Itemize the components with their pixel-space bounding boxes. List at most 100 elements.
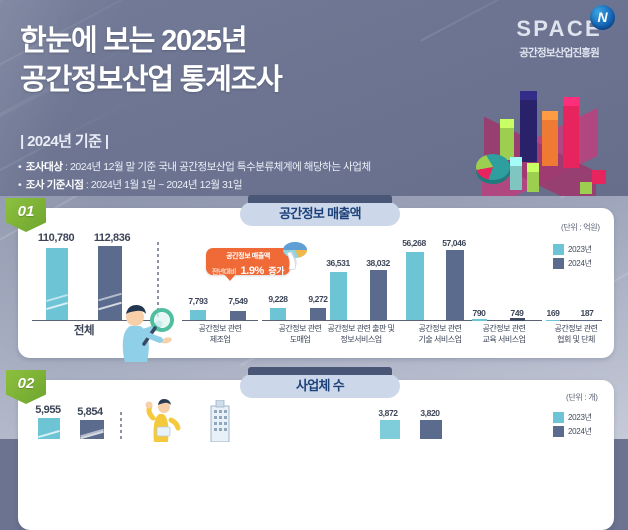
legend-swatch-2023 — [553, 412, 564, 423]
axis-line-cat-4 — [402, 320, 482, 322]
callout-line1: 공간정보 매출액 — [226, 253, 270, 260]
bar-value-cat5-2023: 790 — [472, 308, 486, 318]
bullet-dot-icon: • — [18, 161, 22, 173]
legend-swatch-2023 — [553, 244, 564, 255]
section-title-revenue: 공간정보 매출액 — [240, 195, 400, 226]
legend-label-2023: 2023년 — [568, 245, 592, 254]
category-label-3: 공간정보 관련 출판 및 정보서비스업 — [327, 324, 395, 344]
logo-wordmark-row: SPACE N — [516, 5, 615, 42]
person-illustration — [145, 399, 181, 442]
section-divider — [157, 242, 159, 320]
bar-cat2-2023 — [270, 308, 286, 320]
callout-prefix: 전년대비 — [211, 269, 237, 276]
category-label-5: 공간정보 관련 교육 서비스업 — [482, 324, 526, 344]
legend-establishments: 2023년 2024년 — [553, 412, 592, 440]
page-title: 한눈에 보는 2025년 공간정보산업 통계조사 — [20, 25, 283, 96]
callout-bubble-revenue-growth: 공간정보 매출액 전년대비 1.9% 증가 — [206, 248, 290, 281]
bar-total-2023 — [46, 248, 68, 320]
bar-cat6-2023 — [546, 319, 560, 321]
callout-line2: 전년대비 1.9% 증가 — [206, 261, 290, 279]
category-label-1: 공간정보 관련 제조업 — [198, 324, 242, 344]
legend-swatch-2024 — [553, 258, 564, 269]
deco-cube — [580, 182, 592, 194]
bar-cat1-2024 — [230, 311, 246, 320]
axis-line-cat-1 — [182, 320, 258, 322]
axis-line-cat-2 — [262, 320, 338, 322]
bar-cat6-2024 — [580, 319, 594, 321]
bullet-text: 2024년 12월 말 기준 국내 공간정보산업 특수분류체계에 해당하는 사업… — [69, 161, 371, 173]
bar-cat2-2024 — [310, 308, 326, 320]
legend-item: 2024년 — [553, 258, 592, 269]
unit-label-revenue: (단위 : 억원) — [561, 223, 600, 232]
legend-swatch-2024 — [553, 426, 564, 437]
category-label-4: 공간정보 관련 기술 서비스업 — [418, 324, 462, 344]
deco-bar — [520, 91, 537, 162]
bullet-dot-icon: • — [18, 179, 22, 192]
bar-cat5-2023 — [472, 319, 487, 321]
axis-line-total-revenue — [32, 320, 152, 322]
legend-item: 2024년 — [553, 426, 592, 437]
logo-n-badge-icon: N — [590, 5, 615, 30]
section-title-establishments: 사업체 수 — [240, 367, 400, 398]
axis-line-cat-3 — [322, 320, 406, 322]
survey-info-list: • 조사대상 : 2024년 12월 말 기준 국내 공간정보산업 특수분류체계… — [18, 158, 371, 194]
organization-logo: SPACE N 공간정보산업진흥원 — [516, 5, 615, 60]
bar-value-cat4-2024: 57,046 — [442, 238, 466, 248]
person-with-magnifier-illustration — [122, 305, 174, 362]
deco-bar — [510, 157, 522, 190]
bullet-label: 조사대상 — [25, 161, 63, 173]
page-header: 한눈에 보는 2025년 공간정보산업 통계조사 | 2024년 기준 | • … — [0, 0, 628, 196]
page-subtitle: | 2024년 기준 | — [20, 133, 109, 150]
legend-item: 2023년 — [553, 244, 592, 255]
magnifier-pie-icon — [283, 242, 308, 270]
list-item: • 조사대상 : 2024년 12월 말 기준 국내 공간정보산업 특수분류체계… — [18, 158, 371, 176]
bar-cat4-2023 — [406, 252, 424, 320]
bar-value-cat2-2024: 9,272 — [308, 294, 328, 304]
category-label-6: 공간정보 관련 협회 및 단체 — [554, 324, 598, 344]
logo-wordmark: SPACE — [516, 16, 602, 41]
bar-value-cat3-2023: 36,531 — [326, 258, 350, 268]
bar-total2-2024 — [80, 420, 104, 439]
bullet-label: 조사 기준시점 — [25, 179, 84, 192]
deco-bar — [542, 111, 558, 166]
deco-cube — [592, 170, 606, 184]
bar-total-2024 — [98, 246, 122, 320]
bar-value-est-2024: 3,820 — [420, 408, 440, 418]
bar-cat3-2024 — [370, 270, 387, 320]
callout-highlight-value: 1.9% — [240, 265, 264, 277]
axis-line-cat-5 — [466, 320, 542, 322]
legend-label-2023: 2023년 — [568, 413, 592, 422]
bullet-separator: : — [65, 161, 70, 173]
deco-bar — [500, 119, 514, 160]
bar-value-cat6-2023: 169 — [546, 308, 560, 318]
section-card-establishments — [18, 380, 614, 530]
list-item: • 조사 기준시점 : 2024년 1월 1일 ~ 2024년 12월 31일 — [18, 176, 371, 194]
deco-bar — [527, 163, 539, 192]
bar-value-cat4-2023: 56,268 — [402, 238, 426, 248]
legend-item: 2023년 — [553, 412, 592, 423]
logo-korean-name: 공간정보산업진흥원 — [519, 47, 600, 59]
bar-est-2024 — [420, 420, 442, 439]
section-divider — [120, 412, 122, 439]
bar-cat1-2023 — [190, 310, 206, 320]
bullet-text: 2024년 1월 1일 ~ 2024년 12월 31일 — [90, 179, 243, 192]
bar-total2-2023 — [38, 418, 60, 439]
bar-cat5-2024 — [510, 318, 525, 321]
decorative-3d-chart-illustration — [470, 62, 620, 196]
bar-value-cat6-2024: 187 — [580, 308, 594, 318]
legend-label-2024: 2024년 — [568, 259, 592, 268]
bar-value-est-2023: 3,872 — [378, 408, 398, 418]
bar-cat4-2024 — [446, 250, 464, 320]
bar-value-cat2-2023: 9,228 — [268, 294, 288, 304]
bar-value-total-2023: 110,780 — [37, 232, 75, 244]
bar-value-cat3-2024: 38,032 — [366, 258, 390, 268]
deco-pie-chart-icon — [476, 154, 510, 180]
bar-value-cat1-2024: 7,549 — [228, 296, 248, 306]
category-label-total: 전체 — [73, 325, 95, 337]
bar-value-total2-2024: 5,854 — [77, 406, 103, 418]
callout-suffix: 증가 — [268, 266, 285, 276]
bar-est-2023 — [380, 420, 400, 439]
bar-value-total2-2023: 5,955 — [35, 404, 61, 416]
bar-value-total-2024: 112,836 — [93, 232, 131, 244]
decorative-streak — [560, 196, 628, 199]
